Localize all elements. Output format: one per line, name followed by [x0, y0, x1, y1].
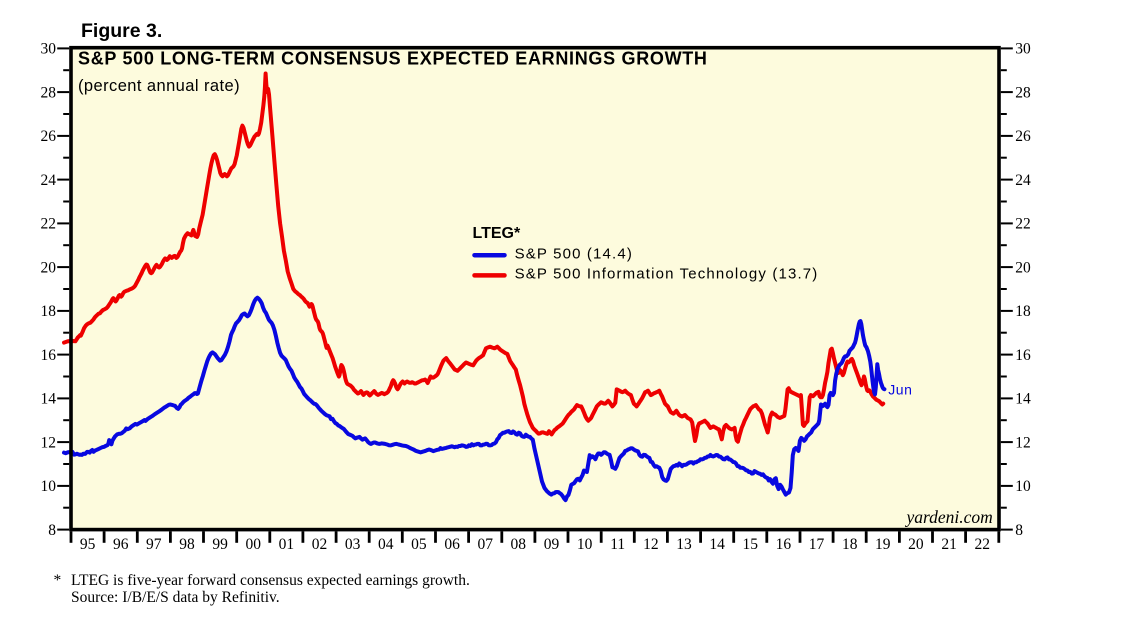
svg-text:8: 8	[48, 522, 56, 539]
svg-text:00: 00	[245, 536, 261, 553]
svg-text:03: 03	[345, 536, 361, 553]
svg-text:20: 20	[41, 259, 57, 276]
svg-text:17: 17	[809, 536, 825, 553]
svg-text:S&P 500 (14.4): S&P 500 (14.4)	[515, 245, 633, 262]
svg-text:19: 19	[875, 536, 891, 553]
svg-text:28: 28	[1015, 84, 1031, 101]
svg-text:13: 13	[676, 536, 692, 553]
svg-text:24: 24	[41, 172, 57, 189]
svg-text:18: 18	[1015, 303, 1031, 320]
svg-text:20: 20	[1015, 259, 1031, 276]
svg-text:99: 99	[212, 536, 228, 553]
svg-text:S&P 500 Information Technology: S&P 500 Information Technology (13.7)	[515, 266, 819, 283]
svg-text:22: 22	[41, 216, 57, 233]
svg-text:10: 10	[1015, 478, 1031, 495]
svg-text:09: 09	[544, 536, 560, 553]
svg-text:98: 98	[179, 536, 195, 553]
svg-text:S&P 500 LONG-TERM CONSENSUS EX: S&P 500 LONG-TERM CONSENSUS EXPECTED EAR…	[78, 49, 708, 69]
svg-text:Jun: Jun	[888, 381, 912, 397]
svg-text:07: 07	[477, 536, 493, 553]
svg-text:22: 22	[1015, 216, 1031, 233]
svg-text:12: 12	[41, 434, 57, 451]
svg-text:26: 26	[41, 128, 57, 145]
svg-text:11: 11	[610, 536, 625, 553]
svg-text:18: 18	[41, 303, 57, 320]
svg-text:08: 08	[511, 536, 527, 553]
svg-text:yardeni.com: yardeni.com	[904, 507, 992, 527]
svg-text:06: 06	[444, 536, 460, 553]
svg-text:LTEG is five-year forward cons: LTEG is five-year forward consensus expe…	[71, 572, 470, 589]
svg-text:05: 05	[411, 536, 427, 553]
svg-text:04: 04	[378, 536, 394, 553]
svg-text:22: 22	[974, 536, 990, 553]
svg-text:Source: I/B/E/S data by Refini: Source: I/B/E/S data by Refinitiv.	[71, 589, 280, 606]
svg-text:8: 8	[1015, 522, 1023, 539]
svg-text:*: *	[54, 572, 62, 589]
svg-text:16: 16	[776, 536, 792, 553]
svg-text:14: 14	[1015, 391, 1031, 408]
svg-text:97: 97	[146, 536, 162, 553]
svg-text:16: 16	[41, 347, 57, 364]
svg-text:14: 14	[41, 391, 57, 408]
svg-text:14: 14	[709, 536, 725, 553]
svg-text:30: 30	[41, 41, 57, 58]
svg-text:01: 01	[279, 536, 295, 553]
svg-text:10: 10	[41, 478, 57, 495]
svg-text:02: 02	[312, 536, 328, 553]
svg-text:96: 96	[113, 536, 129, 553]
svg-text:10: 10	[577, 536, 593, 553]
svg-text:Figure 3.: Figure 3.	[81, 20, 162, 42]
svg-text:20: 20	[908, 536, 924, 553]
svg-text:12: 12	[643, 536, 659, 553]
svg-text:(percent annual rate): (percent annual rate)	[78, 77, 240, 95]
svg-text:28: 28	[41, 84, 57, 101]
svg-text:30: 30	[1015, 41, 1031, 58]
svg-text:95: 95	[80, 536, 96, 553]
svg-text:24: 24	[1015, 172, 1031, 189]
svg-text:12: 12	[1015, 434, 1031, 451]
svg-text:15: 15	[743, 536, 759, 553]
svg-text:16: 16	[1015, 347, 1031, 364]
svg-text:26: 26	[1015, 128, 1031, 145]
svg-text:21: 21	[941, 536, 957, 553]
svg-text:18: 18	[842, 536, 858, 553]
svg-text:LTEG*: LTEG*	[473, 225, 521, 242]
